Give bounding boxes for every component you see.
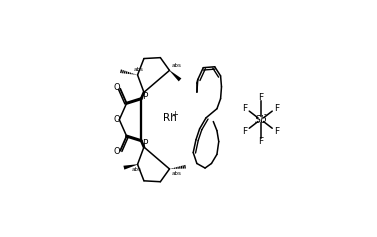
Text: abs: abs <box>133 67 143 72</box>
Text: Rh: Rh <box>162 113 176 123</box>
Text: F: F <box>274 104 279 113</box>
Text: P: P <box>142 92 147 101</box>
Text: O: O <box>113 115 120 124</box>
Text: F: F <box>242 104 247 113</box>
Text: P: P <box>142 139 147 148</box>
Polygon shape <box>123 164 138 170</box>
Text: O: O <box>113 83 120 92</box>
Text: abs: abs <box>172 171 182 176</box>
Polygon shape <box>169 70 181 81</box>
Text: abs: abs <box>172 63 182 68</box>
Text: Sb: Sb <box>254 115 267 125</box>
Text: O: O <box>113 147 120 156</box>
Text: F: F <box>242 127 247 136</box>
Text: -: - <box>264 111 266 120</box>
Text: abs: abs <box>132 167 142 172</box>
Text: F: F <box>274 127 279 136</box>
Text: F: F <box>258 137 263 146</box>
Text: F: F <box>258 93 263 102</box>
Text: +: + <box>172 110 178 119</box>
